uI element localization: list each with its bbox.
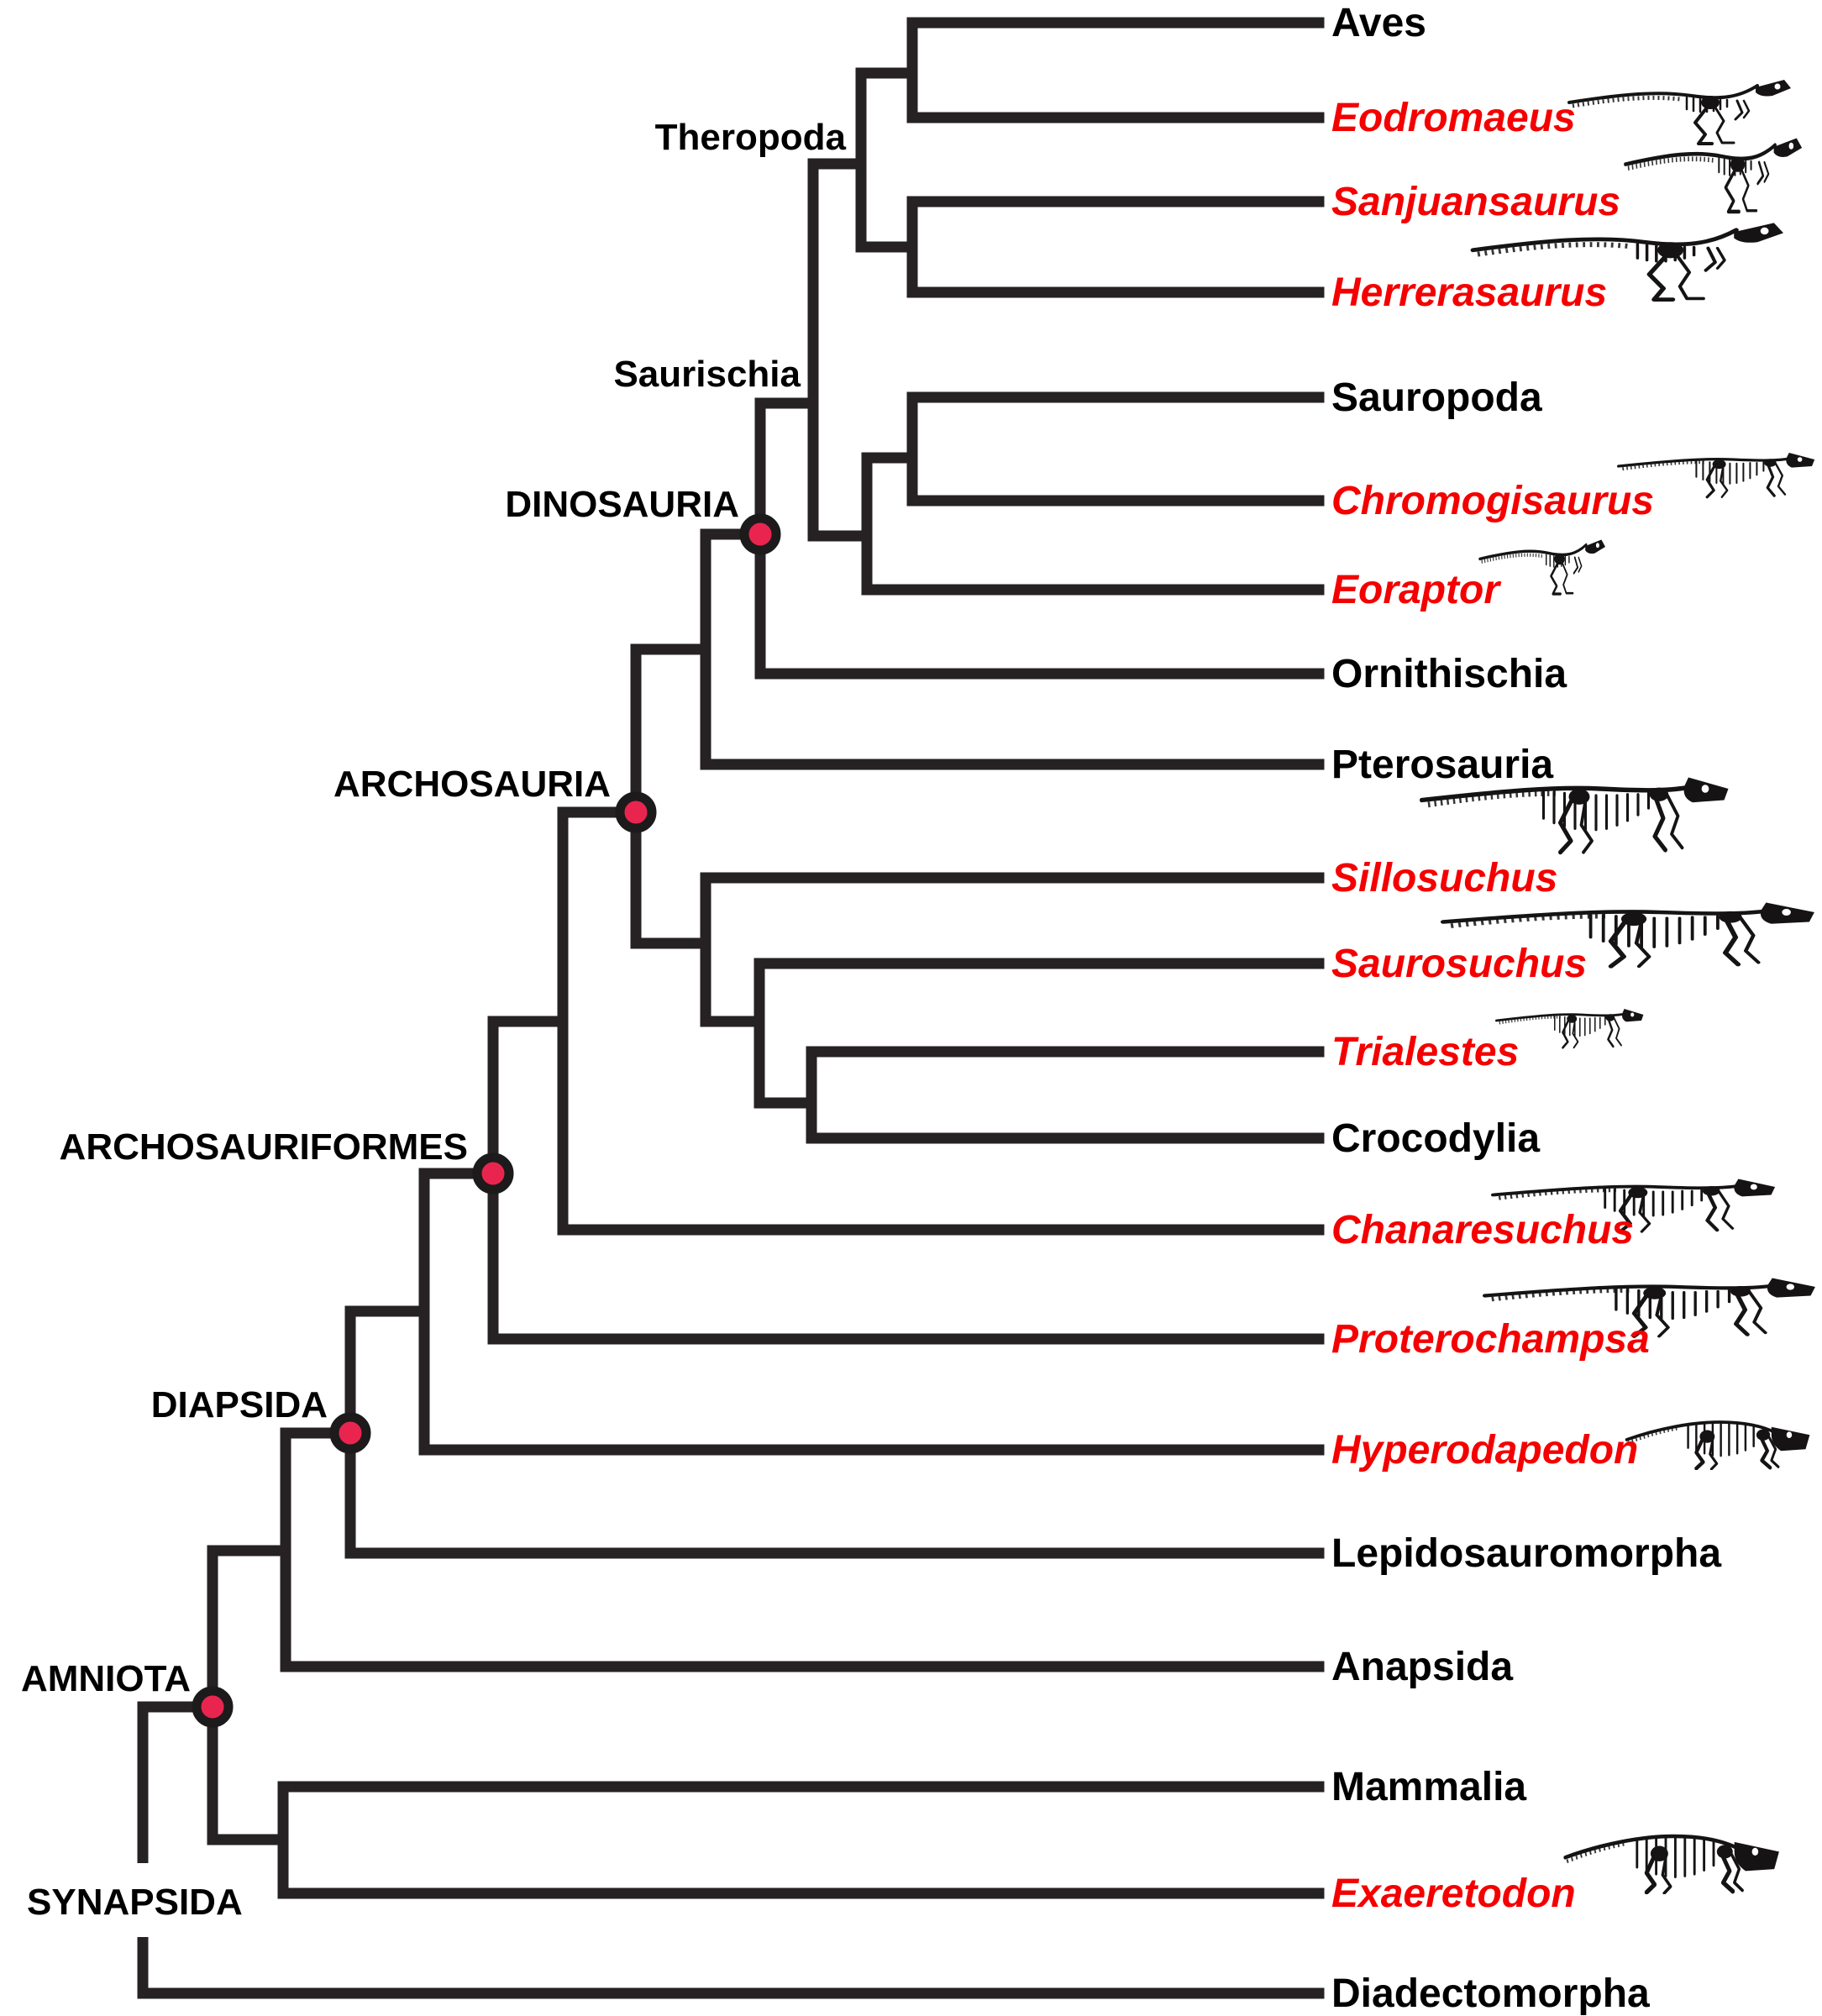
tree-branches	[137, 17, 1325, 1999]
clade-label-saurischia: Saurischia	[613, 354, 801, 395]
tip-label-saurosuchus: Saurosuchus	[1331, 942, 1587, 986]
clade-label-archosauriformes: ARCHOSAURIFORMES	[60, 1126, 468, 1168]
tip-label-anapsida: Anapsida	[1331, 1645, 1513, 1689]
tip-label-sauropoda: Sauropoda	[1331, 375, 1542, 420]
clade-labels: Theropoda Saurischia DINOSAURIA ARCHOSAU…	[21, 117, 847, 1937]
node-archosauriformes-hyperodapedon	[344, 1168, 430, 1456]
tip-label-ornithischia: Ornithischia	[1331, 652, 1567, 696]
clade-label-theropoda: Theropoda	[655, 117, 847, 158]
sillosuchus-skeleton-icon	[1422, 778, 1729, 853]
node-pseudosuchia	[700, 872, 765, 1027]
clade-label-dinosauria: DINOSAURIA	[505, 484, 739, 525]
node-dots	[192, 513, 781, 1728]
tip-label-hyperodapedon: Hyperodapedon	[1331, 1428, 1638, 1473]
diapsida-node-dot	[329, 1412, 371, 1454]
node-theropoda	[807, 67, 867, 253]
node-archosauria-chanaresuchus	[487, 806, 569, 1236]
node-sanjuansaurus-herrerasaurus	[855, 196, 918, 298]
tip-label-crocodylia: Crocodylia	[1331, 1116, 1540, 1161]
clade-label-archosauria: ARCHOSAURIA	[333, 764, 611, 805]
node-sauropodomorpha	[807, 452, 873, 596]
node-sauropsida	[207, 1427, 291, 1672]
eodromaeus-skeleton-icon	[1569, 80, 1791, 144]
node-sauropoda-chromogisaurus	[861, 391, 918, 507]
tip-label-exaeretodon: Exaeretodon	[1331, 1872, 1576, 1916]
tip-label-pterosauria: Pterosauria	[1331, 743, 1553, 787]
tip-label-herrerasaurus: Herrerasaurus	[1331, 270, 1607, 315]
synapsida-label-background	[21, 1863, 273, 1937]
archosauria-node-dot	[615, 791, 657, 833]
tip-label-sanjuansaurus: Sanjuansaurus	[1331, 180, 1620, 224]
tip-label-mammalia: Mammalia	[1331, 1765, 1526, 1809]
skeleton-illustrations	[1422, 80, 1815, 1893]
tip-label-diadectomorpha: Diadectomorpha	[1331, 1971, 1650, 2016]
exaeretodon-skeleton-icon	[1565, 1836, 1779, 1893]
tip-label-aves: Aves	[1331, 1, 1426, 45]
hyperodapedon-skeleton-icon	[1626, 1422, 1809, 1469]
tip-label-eoraptor: Eoraptor	[1331, 568, 1501, 612]
clade-label-synapsida: SYNAPSIDA	[27, 1882, 243, 1923]
clade-label-diapsida: DIAPSIDA	[151, 1384, 328, 1425]
node-ornithodira	[630, 528, 711, 770]
tip-label-lepidosauromorpha: Lepidosauromorpha	[1331, 1531, 1721, 1576]
tip-labels: Aves Eodromaeus Sanjuansaurus Herrerasau…	[1331, 1, 1721, 2016]
dinosauria-node-dot	[739, 513, 781, 555]
tip-label-proterochampsa: Proterochampsa	[1331, 1317, 1650, 1362]
archosauriformes-node-dot	[472, 1152, 514, 1194]
node-aves-eodromaeus	[855, 17, 918, 123]
tip-label-chanaresuchus: Chanaresuchus	[1331, 1208, 1634, 1252]
tip-label-eodromaeus: Eodromaeus	[1331, 96, 1576, 140]
node-saurischia	[754, 158, 819, 542]
tip-label-sillosuchus: Sillosuchus	[1331, 856, 1557, 900]
amniota-node-dot	[192, 1686, 234, 1728]
node-saurosuchus-clade	[753, 958, 817, 1109]
sanjuansaurus-skeleton-icon	[1625, 139, 1802, 212]
tip-label-chromogisaurus: Chromogisaurus	[1331, 479, 1654, 523]
clade-label-amniota: AMNIOTA	[21, 1658, 191, 1699]
tip-label-trialestes: Trialestes	[1331, 1030, 1519, 1074]
